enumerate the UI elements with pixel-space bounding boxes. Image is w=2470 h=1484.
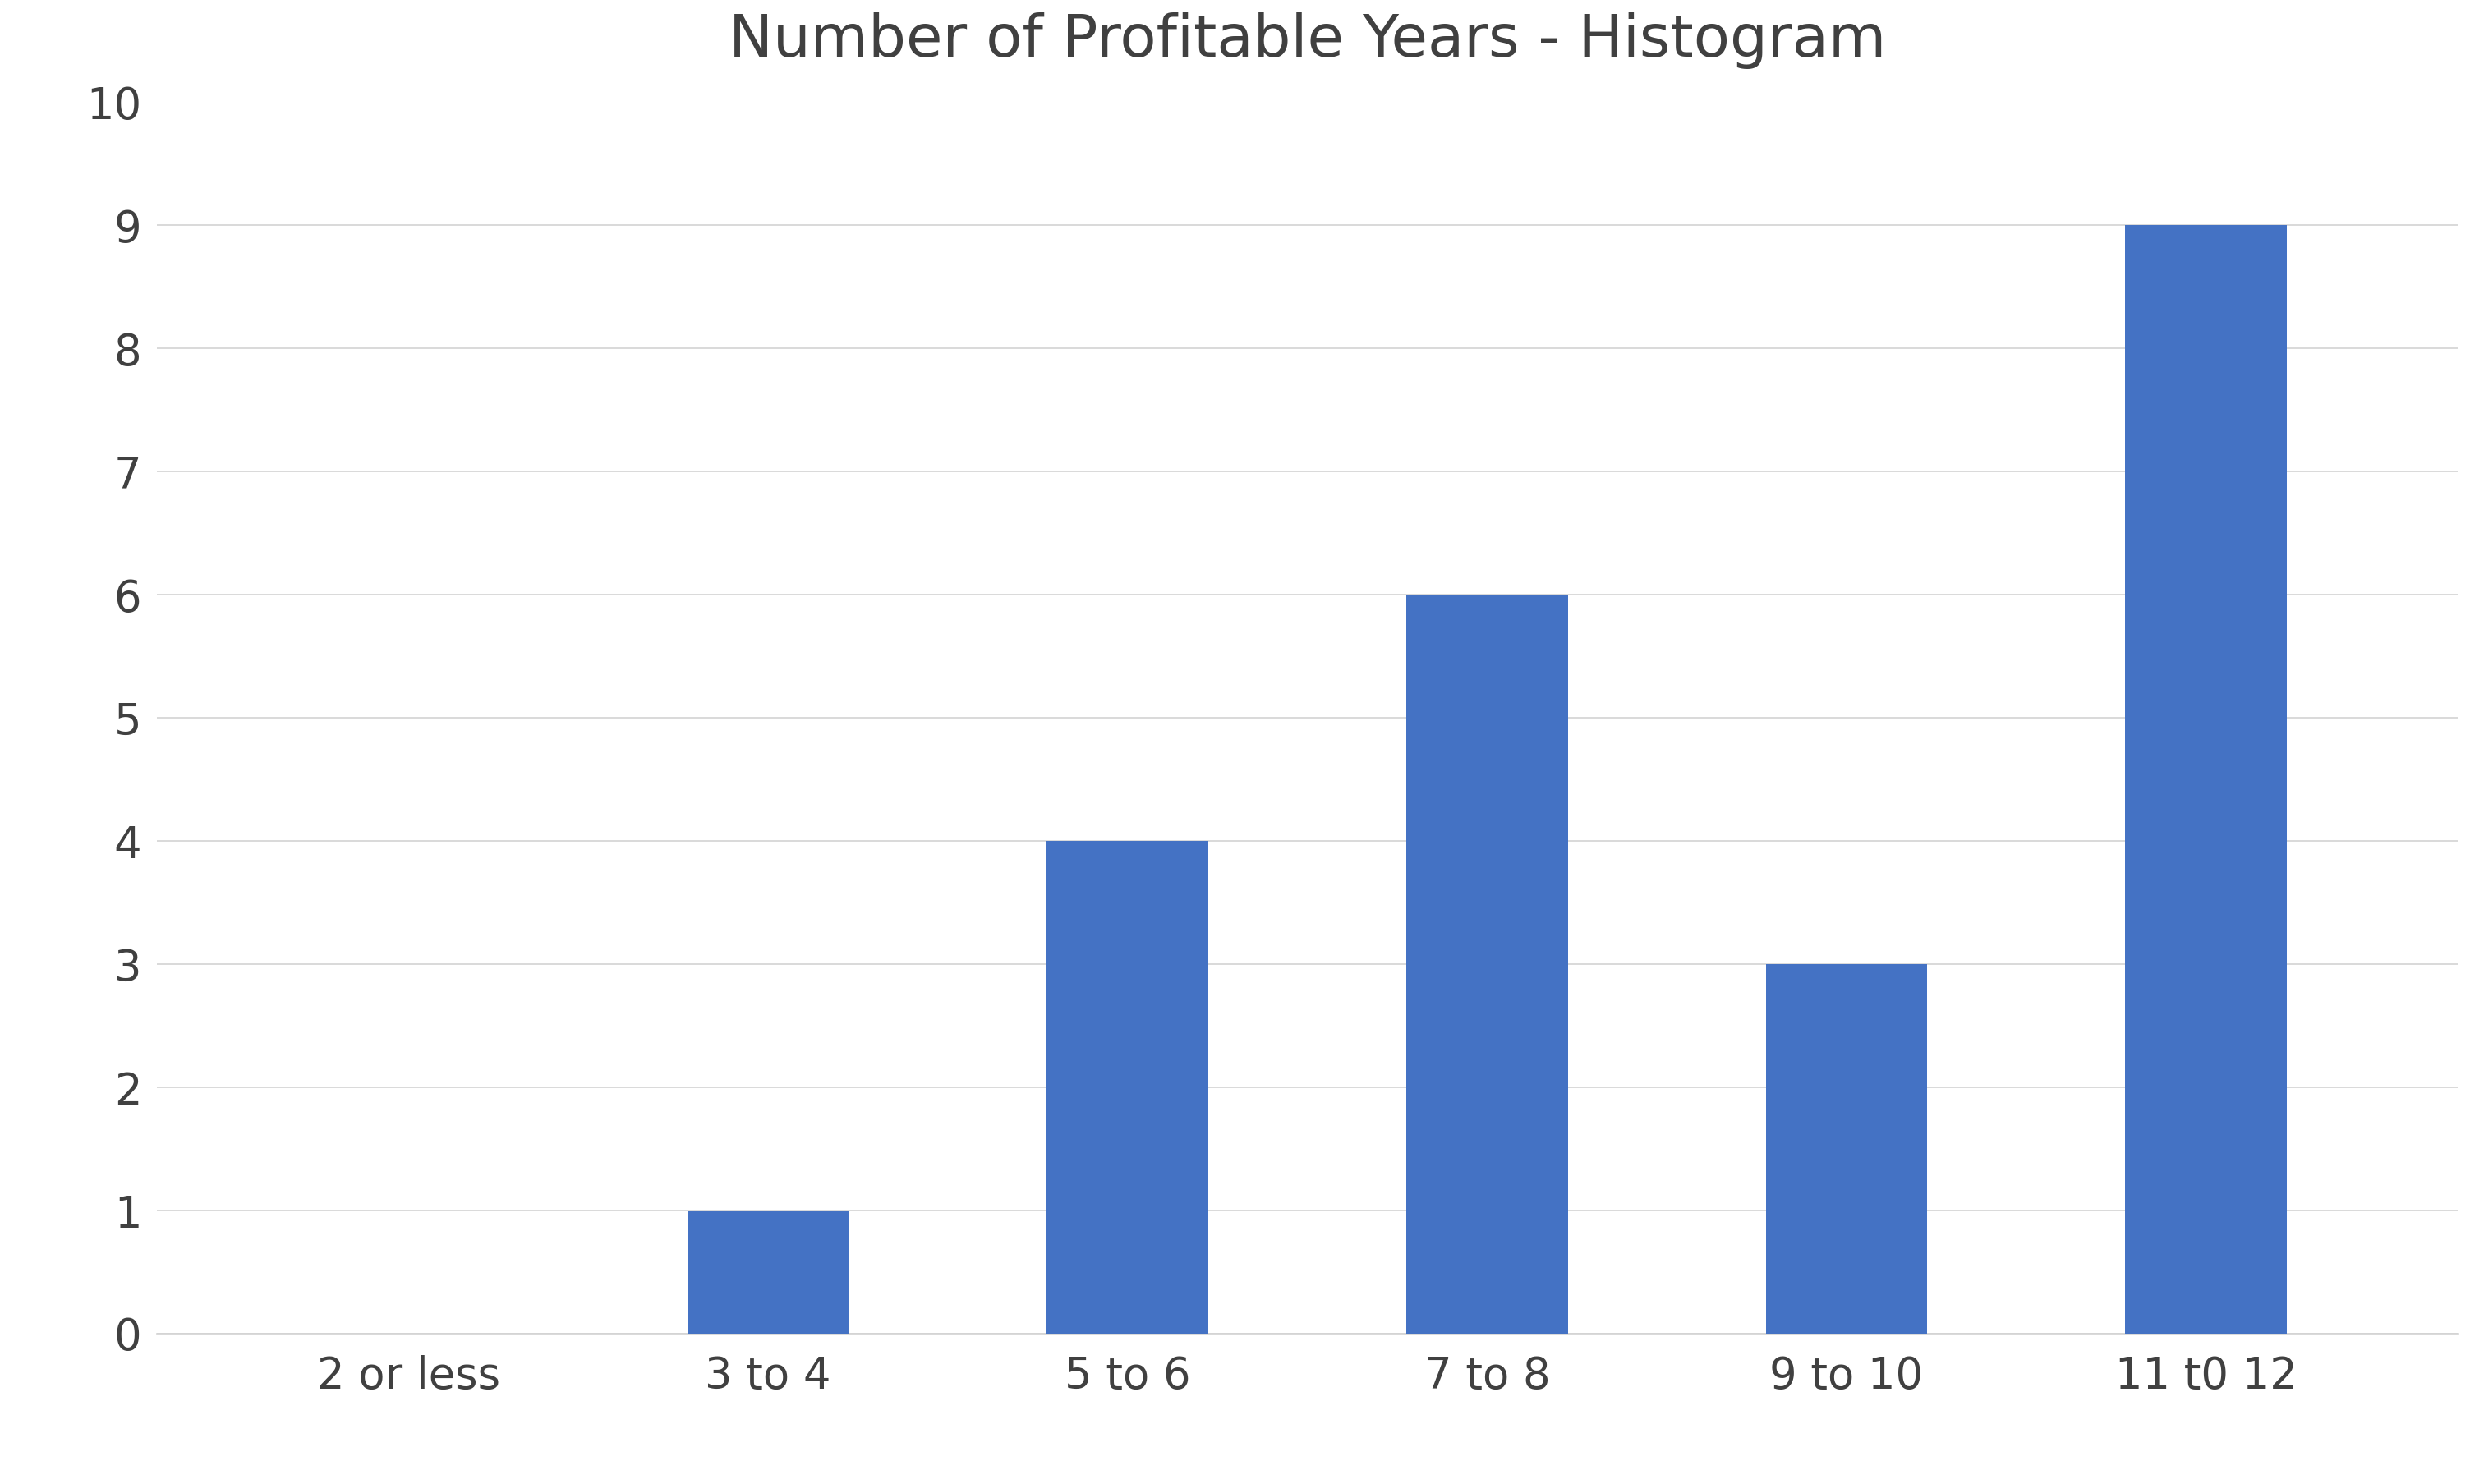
Bar [1766,965,1927,1334]
Bar [1047,841,1208,1334]
Bar [1405,595,1568,1334]
Bar [2124,226,2287,1334]
Title: Number of Profitable Years - Histogram: Number of Profitable Years - Histogram [729,12,1887,68]
Bar [687,1211,850,1334]
